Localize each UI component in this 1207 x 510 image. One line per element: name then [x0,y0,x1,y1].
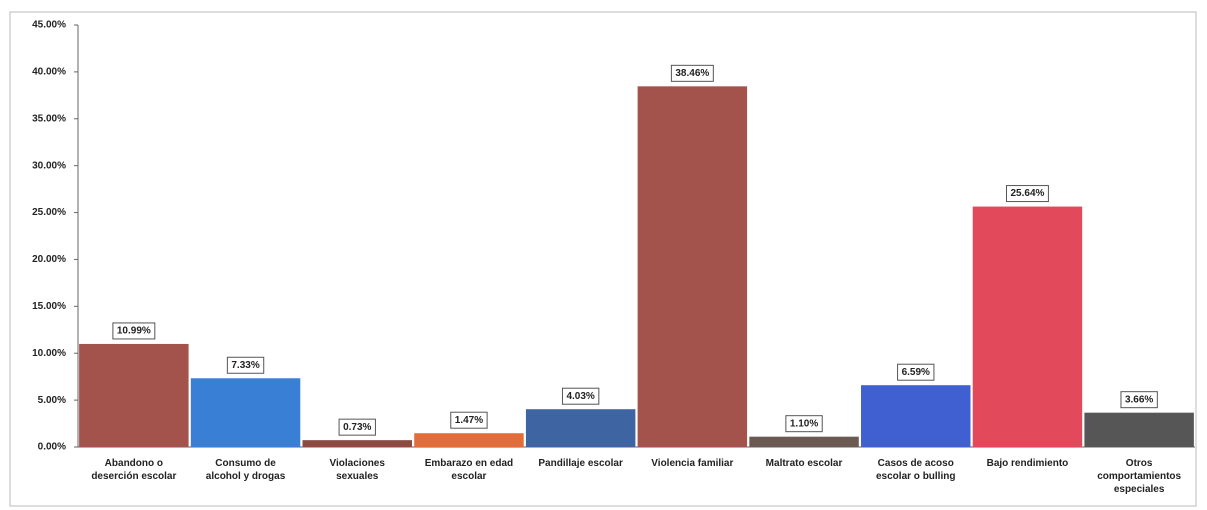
y-tick-label: 30.00% [32,160,66,171]
y-tick-label: 10.00% [32,348,66,359]
x-tick-label: Otros comportamientos especiales [1097,458,1182,495]
bar [79,343,189,447]
x-tick-label: Violencia familiar [651,458,734,469]
value-label-box [1120,391,1158,409]
bar [972,206,1083,447]
x-tick-label: Pandillaje escolar [538,458,623,469]
x-tick-label: Consumo de alcohol y drogas [205,458,286,482]
value-label-box [561,387,600,405]
bar [637,86,748,448]
value-label: 38.46% [675,68,709,79]
value-label: 1.10% [790,418,818,429]
value-label: 10.99% [117,326,151,337]
value-label-box [226,356,265,374]
bar [749,436,859,447]
value-label: 7.33% [231,360,259,371]
value-label-box [1005,185,1049,203]
chart-frame [9,11,1197,507]
value-label: 0.73% [343,422,371,433]
x-tick-label: Casos de acoso escolar o bulling [876,458,956,482]
x-tick-label: Abandono o deserción escolar [91,458,177,482]
y-tick-label: 25.00% [32,207,66,218]
value-label-box [450,411,488,429]
y-tick-label: 15.00% [32,301,66,312]
y-tick-label: 40.00% [32,67,66,78]
value-label-box [785,415,823,433]
x-tick-label: Bajo rendimiento [986,458,1069,469]
value-label-box [112,322,156,340]
y-tick-label: 20.00% [32,254,66,265]
bar [525,409,636,447]
value-label: 6.59% [902,367,930,378]
value-label: 3.66% [1125,394,1153,405]
bar [861,385,971,447]
x-tick-label: Embarazo en edad escolar [424,458,514,482]
x-tick-label: Violaciones sexuales [329,458,385,482]
y-tick-label: 45.00% [32,20,66,31]
bar [1084,412,1194,447]
value-label-box [897,363,935,381]
bar [190,378,301,447]
x-tick-label: Maltrato escolar [765,458,843,469]
y-tick-label: 0.00% [38,442,66,453]
value-label: 4.03% [566,391,594,402]
y-tick-label: 5.00% [38,395,66,406]
value-label-box [670,64,714,82]
y-tick-label: 35.00% [32,113,66,124]
value-label-box [338,418,376,436]
value-label: 1.47% [455,415,483,426]
bar [414,433,524,447]
bar [302,440,412,447]
value-label: 25.64% [1010,188,1044,199]
